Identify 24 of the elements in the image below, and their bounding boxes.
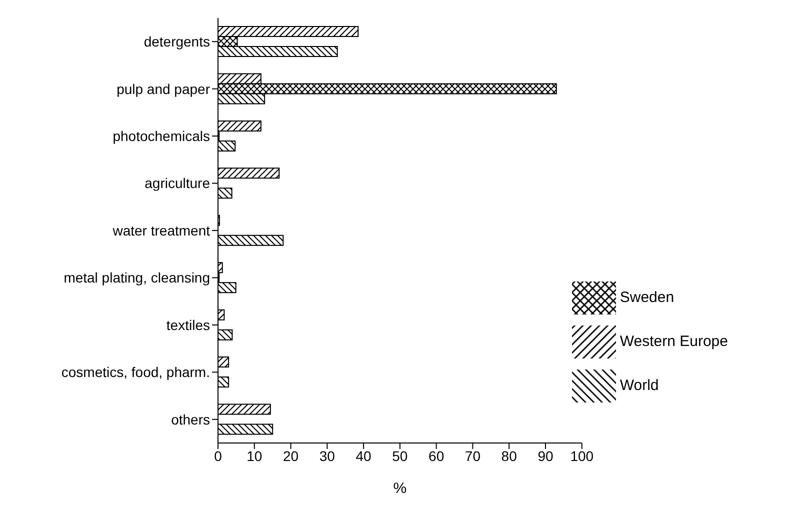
x-tick-label: 70 bbox=[464, 448, 481, 464]
y-tick-label: detergents bbox=[144, 34, 210, 50]
x-axis-title: % bbox=[393, 480, 407, 497]
x-tick-label: 10 bbox=[246, 448, 262, 464]
x-tick-label: 100 bbox=[570, 448, 594, 464]
y-tick-label: pulp and paper bbox=[116, 80, 210, 97]
y-tick-label: others bbox=[171, 411, 210, 428]
x-tick-label: 0 bbox=[214, 448, 222, 464]
x-tick-label: 50 bbox=[392, 448, 408, 464]
x-tick-label: 90 bbox=[538, 448, 554, 464]
y-tick-label: photochemicals bbox=[112, 128, 210, 144]
x-tick-label: 40 bbox=[356, 448, 372, 464]
legend-label: World bbox=[620, 377, 659, 394]
y-tick-label: water treatment bbox=[112, 222, 210, 238]
y-tick-label: metal plating, cleansing bbox=[64, 270, 210, 286]
legend-label: Sweden bbox=[620, 289, 674, 306]
y-tick-label: cosmetics, food, pharm. bbox=[61, 364, 210, 380]
legend-label: Western Europe bbox=[620, 333, 728, 350]
y-tick-label: agriculture bbox=[144, 175, 210, 192]
x-tick-label: 30 bbox=[319, 448, 336, 464]
x-tick-label: 80 bbox=[501, 448, 518, 464]
x-tick-label: 60 bbox=[428, 448, 444, 464]
y-tick-label: textiles bbox=[166, 316, 210, 333]
x-tick-label: 20 bbox=[282, 448, 299, 464]
